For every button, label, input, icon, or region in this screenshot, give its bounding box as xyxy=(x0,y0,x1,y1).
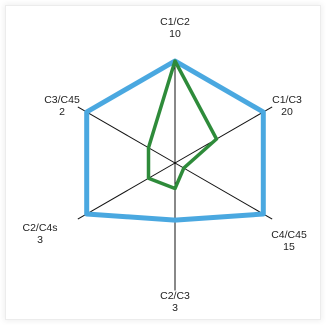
series-layer xyxy=(84,58,266,223)
axis-value-c4-c45: 15 xyxy=(283,241,295,253)
series-polygon-1 xyxy=(84,58,266,223)
axis-label-c1-c2: C1/C2 xyxy=(160,16,190,28)
axis-line-c1-c3 xyxy=(174,106,273,164)
axis-value-c2-c4s: 3 xyxy=(37,234,43,246)
axis-line-c4-c45 xyxy=(174,162,273,220)
axis-value-c1-c2: 10 xyxy=(169,28,181,40)
axis-value-c1-c3: 20 xyxy=(281,106,293,118)
axis-label-c1-c3: C1/C3 xyxy=(272,94,302,106)
axis-label-c2-c4s: C2/C4s xyxy=(22,222,57,234)
chart-frame xyxy=(6,6,320,319)
axis-label-c2-c3: C2/C3 xyxy=(160,290,190,302)
series-polygon-2 xyxy=(146,59,219,191)
axes-layer xyxy=(77,61,273,291)
axis-value-c2-c3: 3 xyxy=(172,302,178,314)
axis-label-c3-c45: C3/C45 xyxy=(44,94,80,106)
axis-line-c2-c4s xyxy=(77,162,176,220)
axis-line-c3-c45 xyxy=(77,106,176,164)
labels-layer: C1/C210C1/C320C4/C4515C2/C33C2/C4s3C3/C4… xyxy=(22,16,306,314)
axis-label-c4-c45: C4/C45 xyxy=(271,229,307,241)
axis-value-c3-c45: 2 xyxy=(59,106,65,118)
